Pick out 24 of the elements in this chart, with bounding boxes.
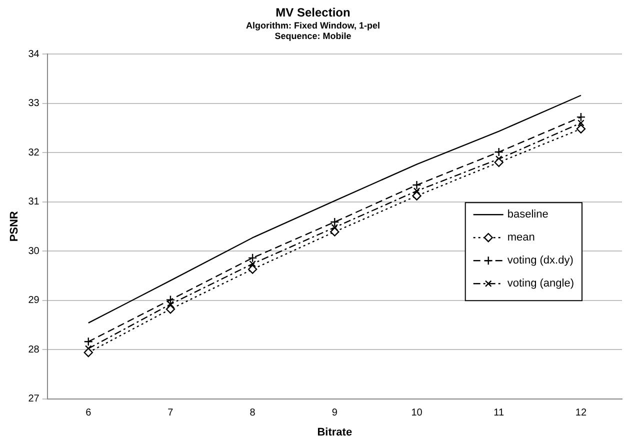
legend-label: voting (dx.dy) bbox=[507, 254, 574, 267]
y-axis-title: PSNR bbox=[8, 211, 21, 242]
x-axis-title: Bitrate bbox=[317, 426, 352, 438]
x-tick-label: 7 bbox=[168, 408, 174, 419]
y-tick-label: 27 bbox=[28, 394, 40, 405]
text: Sequence: Mobile bbox=[274, 31, 352, 42]
legend-label: mean bbox=[507, 232, 535, 244]
legend-label: baseline bbox=[507, 208, 548, 221]
x-tick-label: 12 bbox=[575, 408, 587, 419]
y-tick-label: 31 bbox=[28, 196, 40, 208]
x-tick-label: 6 bbox=[86, 408, 92, 419]
x-tick-label: 11 bbox=[494, 408, 504, 419]
y-tick-label: 28 bbox=[28, 344, 40, 356]
y-tick-label: 30 bbox=[28, 246, 40, 257]
x-tick-label: 8 bbox=[250, 408, 256, 419]
y-tick-label: 34 bbox=[28, 48, 40, 60]
y-tick-label: 29 bbox=[28, 295, 40, 306]
chart-title: MV Selection bbox=[276, 6, 350, 20]
x-tick-label: 10 bbox=[411, 408, 423, 419]
y-tick-label: 33 bbox=[28, 98, 40, 110]
legend-label: voting (angle) bbox=[507, 278, 574, 290]
x-tick-label: 9 bbox=[332, 408, 338, 419]
text: Algorithm: Fixed Window, 1-pel bbox=[246, 20, 380, 30]
y-tick-label: 32 bbox=[28, 147, 40, 158]
